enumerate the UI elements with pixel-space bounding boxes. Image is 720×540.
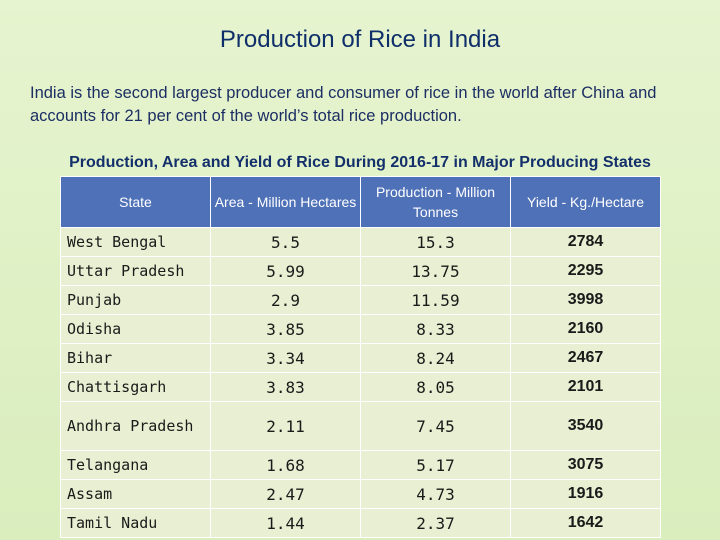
table-row: Odisha 3.85 8.33 2160	[60, 314, 661, 344]
production-cell: 4.73	[360, 479, 511, 509]
intro-paragraph: India is the second largest producer and…	[30, 84, 657, 125]
state-cell: Punjab	[60, 285, 211, 315]
table-row: Assam 2.47 4.73 1916	[60, 479, 661, 509]
table-row: Bihar 3.34 8.24 2467	[60, 343, 661, 373]
yield-cell: 3998	[510, 285, 661, 315]
yield-cell: 2160	[510, 314, 661, 344]
area-cell: 2.9	[210, 285, 361, 315]
yield-cell: 3540	[510, 401, 661, 451]
state-cell: Chattisgarh	[60, 372, 211, 402]
table-row: Tamil Nadu 1.44 2.37 1642	[60, 508, 661, 538]
area-cell: 5.99	[210, 256, 361, 286]
header-production: Production - Million Tonnes	[360, 176, 511, 228]
table-row: Chattisgarh 3.83 8.05 2101	[60, 372, 661, 402]
state-cell: Andhra Pradesh	[60, 401, 211, 451]
yield-cell: 2101	[510, 372, 661, 402]
table-row: Punjab 2.9 11.59 3998	[60, 285, 661, 315]
header-state: State	[60, 176, 211, 228]
header-yield: Yield - Kg./Hectare	[510, 176, 661, 228]
production-cell: 7.45	[360, 401, 511, 451]
production-cell: 5.17	[360, 450, 511, 480]
table-header-row: State Area - Million Hectares Production…	[60, 176, 661, 228]
state-cell: Telangana	[60, 450, 211, 480]
yield-cell: 1642	[510, 508, 661, 538]
production-cell: 11.59	[360, 285, 511, 315]
yield-cell: 3075	[510, 450, 661, 480]
area-cell: 3.34	[210, 343, 361, 373]
table-row: West Bengal 5.5 15.3 2784	[60, 227, 661, 257]
area-cell: 2.11	[210, 401, 361, 451]
state-cell: West Bengal	[60, 227, 211, 257]
table-row: Telangana 1.68 5.17 3075	[60, 450, 661, 480]
area-cell: 2.47	[210, 479, 361, 509]
state-cell: Bihar	[60, 343, 211, 373]
state-cell: Uttar Pradesh	[60, 256, 211, 286]
area-cell: 1.44	[210, 508, 361, 538]
slide-title: Production of Rice in India	[219, 26, 501, 53]
area-cell: 3.83	[210, 372, 361, 402]
table-title: Production, Area and Yield of Rice Durin…	[69, 154, 651, 171]
production-cell: 2.37	[360, 508, 511, 538]
header-area: Area - Million Hectares	[210, 176, 361, 228]
yield-cell: 2295	[510, 256, 661, 286]
production-cell: 13.75	[360, 256, 511, 286]
state-cell: Tamil Nadu	[60, 508, 211, 538]
table-row: Uttar Pradesh 5.99 13.75 2295	[60, 256, 661, 286]
area-cell: 3.85	[210, 314, 361, 344]
state-cell: Odisha	[60, 314, 211, 344]
yield-cell: 2467	[510, 343, 661, 373]
yield-cell: 2784	[510, 227, 661, 257]
production-cell: 8.33	[360, 314, 511, 344]
table-row: Andhra Pradesh 2.11 7.45 3540	[60, 401, 661, 451]
area-cell: 5.5	[210, 227, 361, 257]
state-cell: Assam	[60, 479, 211, 509]
production-cell: 8.05	[360, 372, 511, 402]
area-cell: 1.68	[210, 450, 361, 480]
production-cell: 15.3	[360, 227, 511, 257]
production-cell: 8.24	[360, 343, 511, 373]
yield-cell: 1916	[510, 479, 661, 509]
rice-production-table: State Area - Million Hectares Production…	[60, 176, 661, 538]
